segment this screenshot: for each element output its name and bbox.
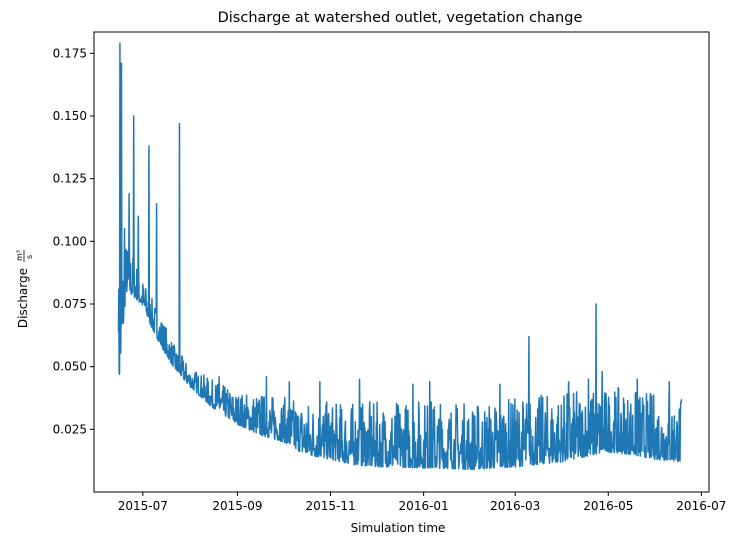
plot-series-group [117, 42, 683, 471]
y-tick-label: 0.100 [53, 234, 87, 248]
x-axis-label: Simulation time [351, 521, 446, 535]
y-axis-unit-numerator: m³ [15, 250, 24, 261]
x-tick-label: 2016-03 [490, 499, 540, 513]
y-tick-label: 0.175 [53, 46, 87, 60]
x-tick-label: 2015-09 [212, 499, 262, 513]
y-axis-label: Discharge [16, 268, 30, 328]
x-tick-label: 2016-01 [399, 499, 449, 513]
discharge-series-line [117, 42, 683, 471]
x-tick-label: 2015-07 [118, 499, 168, 513]
y-axis: 0.025 0.050 0.075 0.100 0.125 0.150 0.175 [53, 46, 94, 436]
y-axis-unit-denominator: s [25, 255, 34, 259]
y-tick-label: 0.075 [53, 297, 87, 311]
y-axis-label-group: Discharge m³ s [15, 250, 34, 328]
axes-frame [93, 31, 710, 493]
x-tick-label: 2016-05 [583, 499, 633, 513]
y-tick-label: 0.125 [53, 172, 87, 186]
y-tick-label: 0.025 [53, 422, 87, 436]
y-tick-label: 0.150 [53, 109, 87, 123]
x-tick-label: 2016-07 [676, 499, 726, 513]
x-axis: 2015-07 2015-09 2015-11 2016-01 2016-03 2016-… [118, 492, 726, 513]
chart-title: Discharge at watershed outlet, vegetatio… [218, 10, 583, 26]
x-tick-label: 2015-11 [305, 499, 355, 513]
y-tick-label: 0.050 [53, 360, 87, 374]
